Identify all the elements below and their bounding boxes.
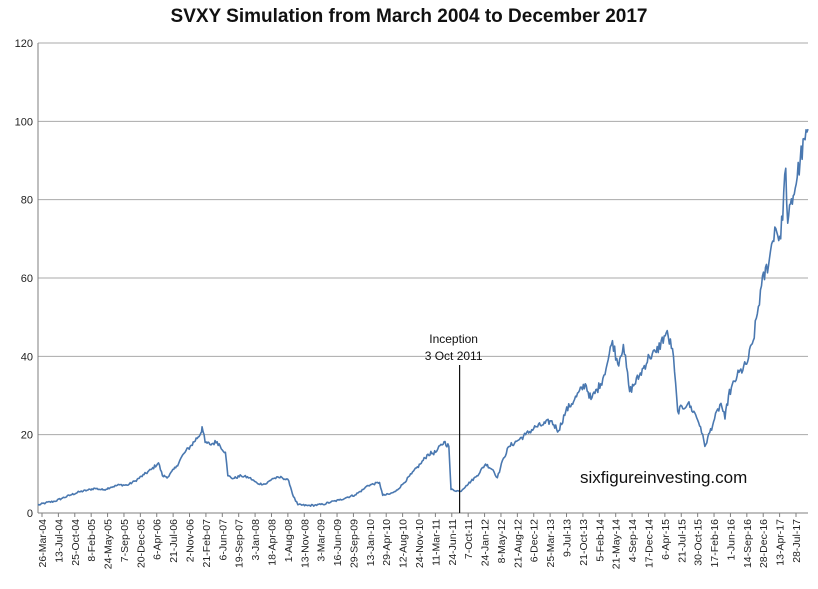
x-tick-label: 3-Jan-08 <box>250 519 262 561</box>
x-tick-label: 24-Jun-11 <box>447 519 459 566</box>
x-tick-label: 21-Feb-07 <box>201 519 213 568</box>
series-layer <box>37 128 809 507</box>
y-tick-label: 80 <box>21 195 33 207</box>
series-line <box>37 128 809 507</box>
x-tick-label: 29-Sep-09 <box>348 519 360 568</box>
x-tick-label: 21-Jul-15 <box>676 519 688 563</box>
x-tick-label: 6-Apr-15 <box>660 519 672 560</box>
x-tick-label: 16-Jun-09 <box>332 519 344 566</box>
y-tick-label: 0 <box>27 508 33 520</box>
y-tick-label: 60 <box>21 273 33 285</box>
x-tick-label: 14-Sep-16 <box>742 519 754 568</box>
x-tick-label: 1-Aug-08 <box>283 519 295 562</box>
y-tick-label: 40 <box>21 351 33 363</box>
x-tick-label: 12-Aug-10 <box>398 519 410 568</box>
x-tick-label: 18-Apr-08 <box>266 519 278 566</box>
chart-title: SVXY Simulation from March 2004 to Decem… <box>170 6 648 27</box>
x-tick-label: 29-Apr-10 <box>381 519 393 566</box>
x-tick-label: 21-Oct-13 <box>578 519 590 566</box>
watermark-text: sixfigureinvesting.com <box>580 468 747 487</box>
x-tick-label: 25-Mar-13 <box>545 519 557 568</box>
x-tick-label: 1-Jun-16 <box>725 519 737 561</box>
y-tick-label: 100 <box>15 116 33 128</box>
x-tick-label: 9-Jul-13 <box>562 519 574 557</box>
x-tick-label: 24-May-05 <box>103 519 115 569</box>
x-tick-label: 30-Oct-15 <box>693 519 705 566</box>
x-tick-label: 21-Aug-12 <box>512 519 524 568</box>
x-tick-label: 7-Oct-11 <box>463 519 475 559</box>
x-tick-label: 17-Feb-16 <box>709 519 721 568</box>
inception-date-label: 3 Oct 2011 <box>425 349 483 363</box>
x-tick-label: 21-Jul-06 <box>168 519 180 563</box>
x-tick-label: 28-Dec-16 <box>758 519 770 568</box>
x-tick-label: 5-Feb-14 <box>594 519 606 562</box>
x-tick-label: 11-Mar-11 <box>430 519 442 566</box>
x-tick-label: 3-Mar-09 <box>316 519 328 562</box>
annotation-layer: Inception 3 Oct 2011 <box>425 332 483 513</box>
x-tick-label: 13-Jan-10 <box>365 519 377 566</box>
x-tick-label: 4-Sep-14 <box>627 519 639 562</box>
x-tick-label: 8-Feb-05 <box>86 519 98 562</box>
axes <box>37 43 808 514</box>
x-tick-label: 24-Nov-10 <box>414 519 426 568</box>
x-tick-label: 2-Nov-06 <box>185 519 197 562</box>
x-tick-label: 17-Dec-14 <box>643 519 655 568</box>
x-tick-label: 8-May-12 <box>496 519 508 564</box>
y-axis-ticks: 0 20 40 60 80 100 120 <box>15 38 33 520</box>
x-tick-label: 6-Jun-07 <box>217 519 229 561</box>
y-tick-label: 120 <box>15 38 33 50</box>
x-tick-label: 6-Apr-06 <box>152 519 164 560</box>
y-tick-label: 20 <box>21 430 33 442</box>
x-tick-label: 13-Apr-17 <box>775 519 787 566</box>
x-tick-label: 26-Mar-04 <box>37 519 49 568</box>
x-tick-label: 13-Jul-04 <box>53 519 65 563</box>
x-tick-label: 20-Dec-05 <box>135 519 147 568</box>
x-tick-label: 13-Nov-08 <box>299 519 311 568</box>
x-axis-ticks: 26-Mar-04 13-Jul-04 25-Oct-04 8-Feb-05 24-Ma… <box>37 513 803 569</box>
x-tick-label: 6-Dec-12 <box>529 519 541 562</box>
inception-label: Inception <box>429 332 478 346</box>
x-tick-label: 28-Jul-17 <box>791 519 803 563</box>
x-tick-label: 19-Sep-07 <box>234 519 246 568</box>
grid-lines <box>38 42 808 514</box>
x-tick-label: 7-Sep-05 <box>119 519 131 562</box>
x-tick-label: 21-May-14 <box>611 519 623 569</box>
x-tick-label: 24-Jan-12 <box>480 519 492 566</box>
x-tick-label: 25-Oct-04 <box>70 519 82 566</box>
